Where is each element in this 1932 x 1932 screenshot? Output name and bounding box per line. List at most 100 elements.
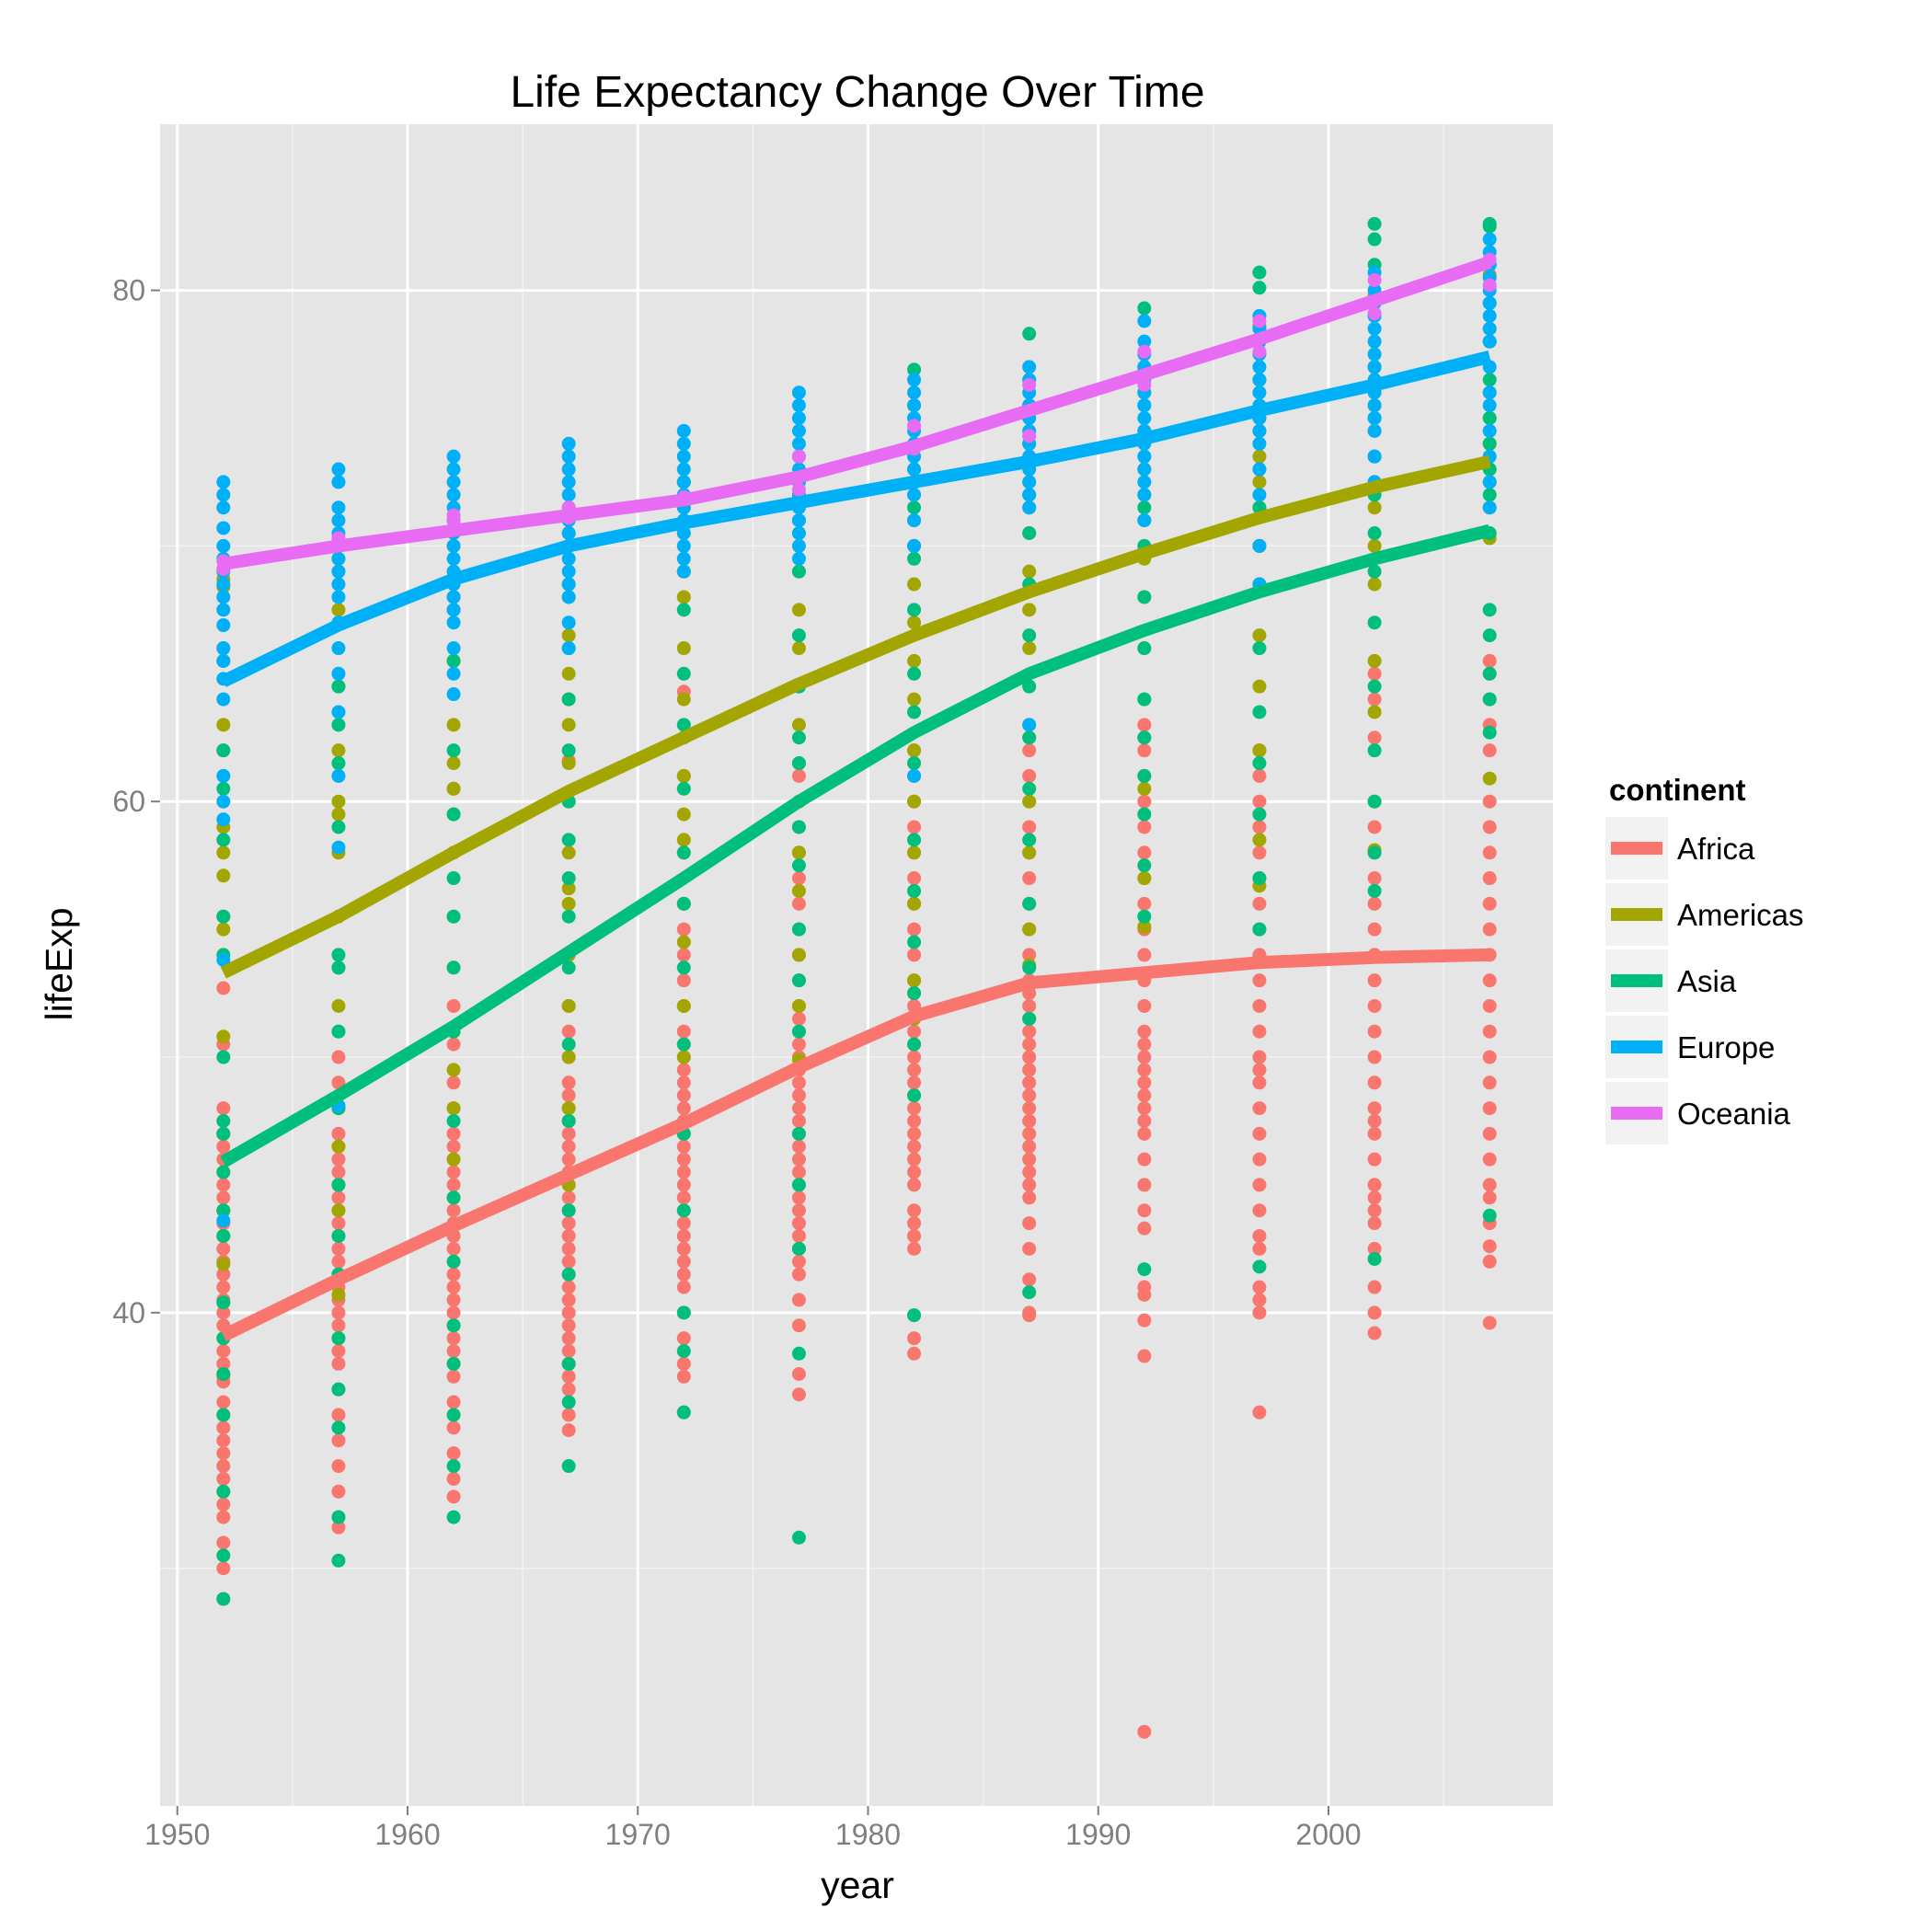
data-point (1022, 679, 1037, 694)
data-point (1137, 1063, 1152, 1077)
data-point (331, 1553, 346, 1568)
data-point (1367, 871, 1382, 886)
data-point (216, 1366, 231, 1381)
data-point (561, 845, 576, 860)
data-point (331, 1408, 346, 1422)
data-point (446, 1267, 461, 1282)
data-point (561, 1343, 576, 1358)
data-point (216, 692, 231, 707)
data-point (331, 1178, 346, 1192)
data-point (1482, 896, 1497, 911)
data-point (561, 449, 576, 464)
data-point (1367, 500, 1382, 515)
data-point (1252, 488, 1267, 502)
data-point (676, 1356, 691, 1371)
data-point (907, 871, 922, 886)
data-point (676, 1178, 691, 1192)
data-point (446, 1343, 461, 1358)
data-point (676, 1075, 691, 1090)
data-point (676, 1063, 691, 1077)
data-point (1482, 436, 1497, 451)
data-point (216, 1178, 231, 1192)
data-point (1252, 1063, 1267, 1077)
data-point (1367, 1216, 1382, 1231)
data-point (676, 1203, 691, 1218)
data-point (216, 1257, 231, 1271)
data-point (331, 564, 346, 579)
data-point (561, 1395, 576, 1409)
trend-line (220, 948, 1490, 1342)
data-point (1482, 1152, 1497, 1167)
data-point (1022, 833, 1037, 847)
data-point (1022, 1165, 1037, 1179)
data-point (561, 436, 576, 451)
data-point (1252, 1241, 1267, 1256)
data-point (561, 871, 576, 886)
data-point (791, 922, 806, 937)
data-point (791, 564, 806, 579)
data-point (907, 419, 922, 433)
data-point (216, 1433, 231, 1448)
data-point (676, 1369, 691, 1384)
data-point (676, 948, 691, 962)
data-point (331, 577, 346, 592)
data-point (1022, 896, 1037, 911)
legend-label: Americas (1677, 898, 1804, 932)
data-point (1137, 1349, 1152, 1363)
data-point (1137, 948, 1152, 962)
data-point (1367, 538, 1382, 553)
data-point (907, 577, 922, 592)
data-point (446, 1241, 461, 1256)
data-point (1367, 845, 1382, 860)
data-point (446, 1420, 461, 1435)
data-point (331, 1287, 346, 1302)
x-tick-label: 1990 (1065, 1818, 1131, 1851)
data-point (1482, 628, 1497, 643)
data-point (561, 1369, 576, 1384)
data-point (676, 590, 691, 604)
data-point (676, 1305, 691, 1320)
data-point (331, 1305, 346, 1320)
data-point (446, 590, 461, 604)
data-point (791, 1152, 806, 1167)
data-point (676, 922, 691, 937)
data-point (216, 1305, 231, 1320)
data-point (216, 1139, 231, 1154)
data-point (446, 641, 461, 656)
data-point (561, 1408, 576, 1422)
data-point (1022, 475, 1037, 489)
data-point (216, 1471, 231, 1486)
data-point (1367, 1251, 1382, 1266)
data-point (1137, 768, 1152, 783)
data-point (1367, 973, 1382, 988)
data-point (791, 1075, 806, 1090)
data-point (331, 1484, 346, 1499)
data-point (1022, 718, 1037, 732)
data-point (676, 1101, 691, 1116)
data-point (791, 1216, 806, 1231)
data-point (1137, 1724, 1152, 1739)
data-point (216, 618, 231, 633)
data-point (446, 1063, 461, 1077)
data-point (1137, 1152, 1152, 1167)
data-point (446, 781, 461, 796)
data-point (1137, 1101, 1152, 1116)
data-point (216, 768, 231, 783)
data-point (446, 1318, 461, 1333)
data-point (1367, 1305, 1382, 1320)
data-point (791, 1241, 806, 1256)
data-point (1137, 896, 1152, 911)
data-point (331, 948, 346, 962)
data-point (676, 1165, 691, 1179)
data-point (1252, 1050, 1267, 1064)
data-point (1137, 1075, 1152, 1090)
data-point (216, 812, 231, 827)
data-point (561, 1331, 576, 1346)
data-point (331, 1139, 346, 1154)
data-point (216, 1484, 231, 1499)
data-point (676, 1152, 691, 1167)
data-point (1252, 896, 1267, 911)
y-axis-title: lifeExp (38, 907, 80, 1020)
data-point (446, 1446, 461, 1461)
data-point (216, 1343, 231, 1358)
